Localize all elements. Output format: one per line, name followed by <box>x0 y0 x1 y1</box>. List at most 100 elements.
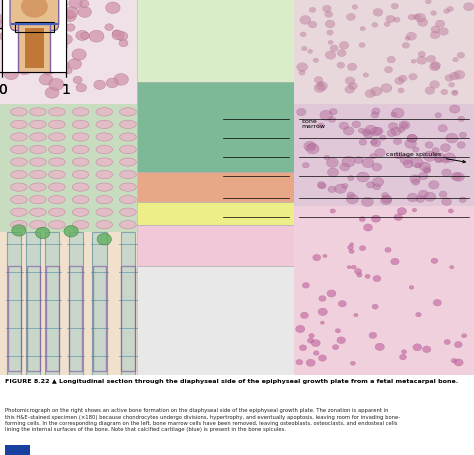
Circle shape <box>411 60 416 64</box>
Circle shape <box>373 178 384 187</box>
Circle shape <box>358 129 365 134</box>
Circle shape <box>380 136 386 141</box>
Circle shape <box>371 88 382 96</box>
Circle shape <box>372 304 378 309</box>
Ellipse shape <box>72 183 89 192</box>
Circle shape <box>407 135 417 143</box>
Circle shape <box>408 15 415 21</box>
Bar <box>294 207 474 375</box>
FancyBboxPatch shape <box>92 233 107 375</box>
Circle shape <box>438 126 447 132</box>
FancyBboxPatch shape <box>26 233 40 375</box>
Circle shape <box>0 15 12 25</box>
Circle shape <box>27 61 41 72</box>
Ellipse shape <box>10 183 27 192</box>
Circle shape <box>462 334 467 338</box>
Bar <box>137 82 294 172</box>
Circle shape <box>363 74 369 78</box>
Ellipse shape <box>119 183 137 192</box>
Circle shape <box>12 225 26 237</box>
Circle shape <box>362 159 374 168</box>
Circle shape <box>299 71 305 76</box>
Circle shape <box>300 16 311 25</box>
Circle shape <box>372 164 382 172</box>
Circle shape <box>432 148 439 154</box>
Circle shape <box>393 139 401 145</box>
Circle shape <box>400 354 407 360</box>
Circle shape <box>446 134 458 144</box>
Ellipse shape <box>72 158 89 167</box>
Ellipse shape <box>72 171 89 179</box>
Circle shape <box>347 64 357 71</box>
Circle shape <box>405 140 416 149</box>
Circle shape <box>308 22 317 29</box>
Circle shape <box>339 42 349 50</box>
Circle shape <box>366 182 374 189</box>
Bar <box>0 0 137 375</box>
Bar <box>294 0 474 105</box>
Bar <box>137 0 294 82</box>
Circle shape <box>320 111 332 121</box>
Circle shape <box>78 8 91 18</box>
Circle shape <box>343 127 354 136</box>
Circle shape <box>19 51 29 58</box>
Circle shape <box>296 326 305 333</box>
Circle shape <box>325 21 335 29</box>
Circle shape <box>308 144 315 150</box>
Circle shape <box>314 77 323 84</box>
Circle shape <box>64 69 72 75</box>
Circle shape <box>413 15 420 20</box>
Circle shape <box>413 344 422 351</box>
FancyBboxPatch shape <box>69 233 83 375</box>
Circle shape <box>52 41 67 53</box>
Ellipse shape <box>29 221 46 229</box>
Bar <box>137 225 294 267</box>
Circle shape <box>318 308 328 316</box>
Circle shape <box>464 4 474 12</box>
Ellipse shape <box>29 121 46 129</box>
Circle shape <box>318 124 324 129</box>
Circle shape <box>450 73 460 81</box>
Circle shape <box>54 7 62 14</box>
Circle shape <box>300 33 306 38</box>
Circle shape <box>329 109 337 116</box>
Ellipse shape <box>72 121 89 129</box>
Circle shape <box>328 187 336 193</box>
Circle shape <box>316 82 328 91</box>
Ellipse shape <box>10 196 27 204</box>
Circle shape <box>450 106 460 114</box>
Circle shape <box>4 10 15 19</box>
Circle shape <box>406 33 417 41</box>
Circle shape <box>332 345 339 350</box>
Circle shape <box>43 54 52 61</box>
Ellipse shape <box>119 133 137 142</box>
Circle shape <box>430 12 437 16</box>
Circle shape <box>15 51 29 61</box>
FancyBboxPatch shape <box>121 233 135 375</box>
Circle shape <box>112 31 121 38</box>
Circle shape <box>444 340 450 345</box>
Circle shape <box>327 31 333 36</box>
Circle shape <box>60 63 70 71</box>
Circle shape <box>395 78 404 86</box>
Circle shape <box>454 71 465 80</box>
Circle shape <box>448 83 455 88</box>
Circle shape <box>372 23 378 28</box>
Circle shape <box>393 18 400 23</box>
Circle shape <box>313 351 319 355</box>
Ellipse shape <box>96 171 113 179</box>
Text: cartilage spicules: cartilage spicules <box>386 152 465 163</box>
Circle shape <box>407 194 418 202</box>
Circle shape <box>114 75 128 86</box>
Circle shape <box>397 208 407 215</box>
Circle shape <box>409 286 414 290</box>
Circle shape <box>325 52 336 60</box>
Ellipse shape <box>119 208 137 217</box>
Circle shape <box>337 63 345 69</box>
Ellipse shape <box>96 183 113 192</box>
Circle shape <box>299 345 307 351</box>
Ellipse shape <box>96 108 113 117</box>
Circle shape <box>382 193 388 198</box>
Circle shape <box>397 127 405 133</box>
Circle shape <box>418 52 425 58</box>
